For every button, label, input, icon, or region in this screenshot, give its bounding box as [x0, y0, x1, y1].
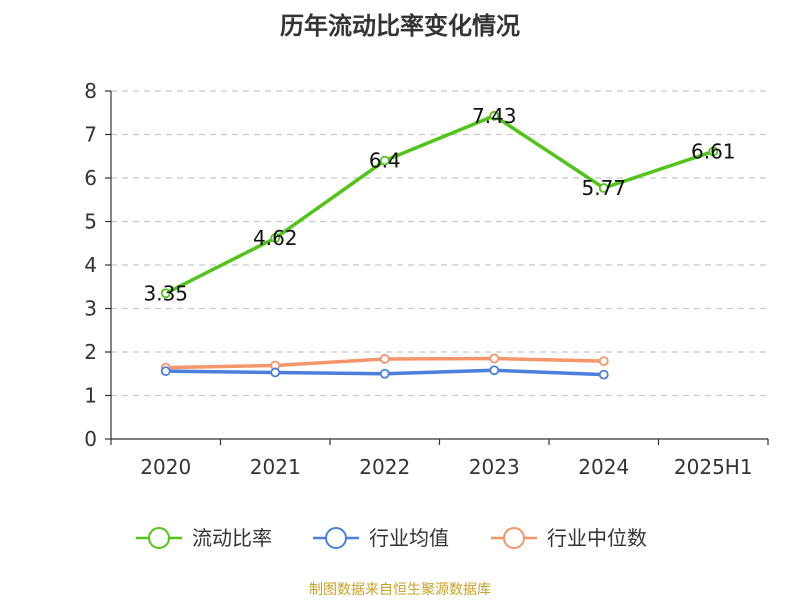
data-point	[598, 356, 609, 367]
source-note: 制图数据来自恒生聚源数据库	[309, 582, 491, 598]
legend-label: 行业均值	[369, 526, 449, 550]
data-point	[489, 110, 500, 121]
x-tick-label: 2025H1	[674, 455, 753, 479]
data-label: 4.62	[253, 226, 298, 250]
x-tick-label: 2021	[250, 455, 301, 479]
legend-marker	[503, 527, 525, 549]
y-tick-label: 5	[84, 210, 97, 234]
data-point	[379, 368, 390, 379]
data-label: 5.77	[581, 176, 626, 200]
data-point	[379, 155, 390, 166]
data-point	[598, 369, 609, 380]
y-tick-label: 1	[84, 384, 97, 408]
data-point	[270, 367, 281, 378]
data-point	[489, 353, 500, 364]
legend-item[interactable]: 行业中位数	[491, 526, 647, 550]
x-tick-label: 2020	[140, 455, 191, 479]
y-tick-label: 2	[84, 340, 97, 364]
data-point	[598, 183, 609, 193]
y-tick-label: 7	[84, 123, 97, 147]
data-label: 3.35	[143, 281, 188, 305]
legend-label: 流动比率	[192, 526, 272, 550]
series-layer	[160, 110, 719, 380]
legend-item[interactable]: 行业均值	[313, 526, 449, 550]
data-point	[489, 365, 500, 376]
legend-marker	[325, 527, 347, 549]
y-tick-label: 8	[84, 79, 97, 103]
legend-label: 行业中位数	[547, 526, 647, 550]
chart-title: 历年流动比率变化情况	[280, 12, 520, 40]
data-label: 6.4	[369, 149, 401, 173]
axes: 0 1 2 3 4 5 6 7 8 2020 2021 2022 2023 2024 2025H1	[84, 79, 769, 479]
data-point	[708, 146, 719, 157]
legend-item[interactable]: 流动比率	[136, 526, 272, 550]
x-tick-label: 2023	[469, 455, 520, 479]
x-tick-label: 2022	[359, 455, 410, 479]
data-label: 6.61	[691, 139, 736, 163]
series-line	[164, 114, 715, 296]
data-point	[160, 288, 171, 299]
data-point	[270, 233, 281, 243]
data-label: 7.43	[472, 104, 517, 128]
y-tick-label: 3	[84, 297, 97, 321]
legend[interactable]: 流动比率 行业均值 行业中位数	[136, 526, 647, 550]
data-labels: 3.35 4.62 6.4 7.43 5.77 6.61	[143, 104, 735, 305]
x-tick-label: 2024	[578, 455, 629, 479]
data-point	[379, 354, 390, 364]
data-point	[160, 366, 171, 377]
y-tick-label: 0	[84, 427, 97, 451]
y-tick-label: 6	[84, 166, 97, 190]
y-tick-label: 4	[84, 253, 97, 277]
legend-marker	[148, 527, 170, 549]
